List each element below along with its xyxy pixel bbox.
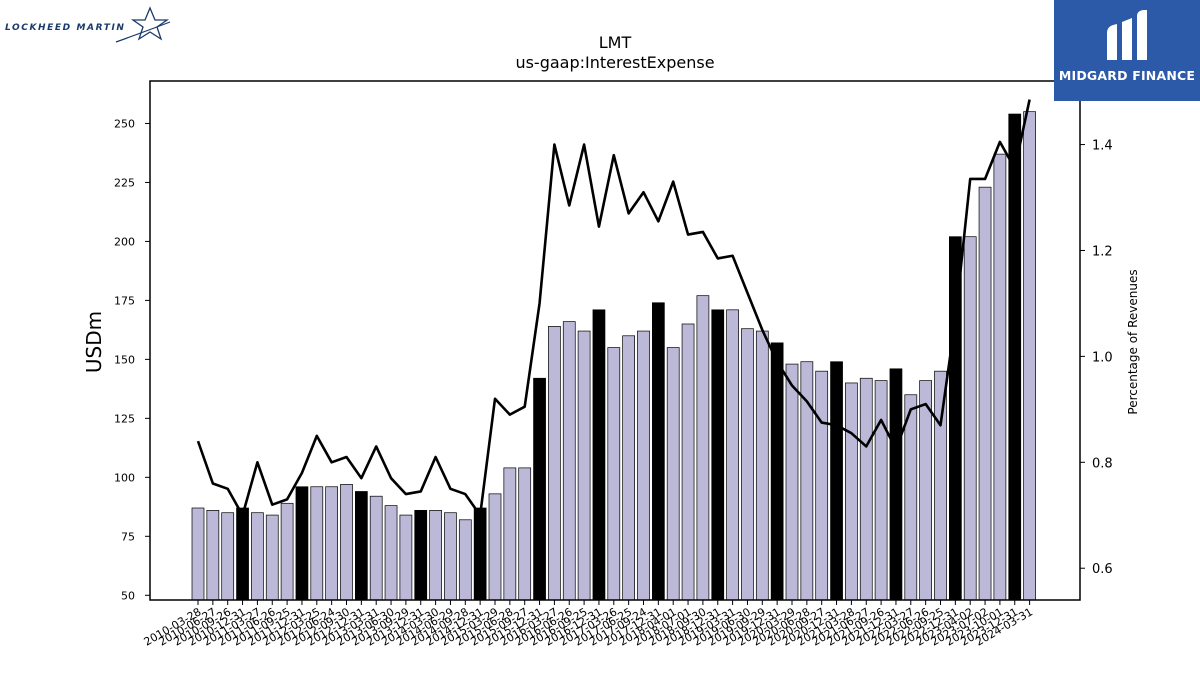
bar-2022-06-26 — [919, 380, 933, 601]
bar-2017-09-24 — [637, 330, 650, 601]
y-tick-label: 150 — [114, 353, 135, 366]
plot-frame — [149, 80, 1081, 601]
bar-2013-03-31 — [369, 495, 383, 601]
bar-2010-12-31 — [236, 507, 249, 601]
bar-2022-03-27 — [904, 394, 918, 601]
y2-axis-label: Percentage of Revenues — [1126, 269, 1140, 414]
y-tick-label: 175 — [114, 294, 135, 307]
right-logo-text: MIDGARD FINANCE — [1058, 68, 1196, 83]
bar-2021-06-27 — [859, 377, 873, 601]
y2-tick-label: 1.4 — [1092, 139, 1113, 154]
bar-2019-12-31 — [770, 342, 784, 601]
bar-2024-03-31 — [1023, 111, 1036, 601]
y-tick-label: 200 — [114, 235, 135, 248]
bars-group — [191, 111, 1036, 601]
y-tick-label: 250 — [114, 117, 135, 130]
bar-2012-06-24 — [325, 486, 338, 601]
bar-2021-09-26 — [874, 380, 888, 601]
bar-2023-04-02 — [963, 236, 977, 601]
bar-2019-03-31 — [726, 309, 739, 601]
bar-2010-09-26 — [221, 512, 235, 601]
line-percentage-of-revenues — [196, 99, 1031, 517]
bar-2014-12-31 — [473, 507, 487, 601]
bar-2012-12-31 — [355, 491, 368, 601]
bar-2012-03-25 — [310, 486, 324, 601]
bar-2018-09-30 — [696, 295, 710, 601]
lockheed-star-icon: LOCKHEED MARTIN — [5, 6, 171, 43]
y-axis-left: 50 75 100 125 150 175 200 225 250 — [114, 117, 150, 602]
midgard-finance-logo: MIDGARD FINANCE — [1054, 0, 1200, 101]
bar-2014-06-29 — [444, 512, 457, 601]
bar-2015-06-28 — [503, 467, 517, 601]
bar-2022-09-25 — [934, 370, 947, 601]
bar-2023-10-01 — [993, 153, 1007, 601]
bar-2017-12-31 — [651, 302, 665, 601]
y-axis-right: 0.6 0.8 1.0 1.2 1.4 — [1080, 139, 1113, 577]
x-axis: 2010-03-282010-06-272010-09-262010-12-31… — [142, 600, 1035, 649]
y-tick-label: 225 — [114, 176, 135, 189]
bar-2011-03-27 — [251, 512, 264, 601]
chart-title: LMT — [599, 33, 632, 52]
bar-2013-06-30 — [384, 505, 398, 601]
bar-2013-09-29 — [399, 514, 413, 601]
line-group — [196, 99, 1031, 517]
y2-tick-label: 0.8 — [1092, 456, 1113, 471]
chart-subtitle: us-gaap:InterestExpense — [515, 53, 714, 72]
y2-tick-label: 0.6 — [1092, 562, 1113, 577]
bar-2016-12-31 — [592, 309, 606, 601]
bar-2020-12-31 — [830, 361, 843, 601]
midgard-emblem-icon — [1107, 10, 1147, 60]
bar-2017-03-26 — [607, 347, 621, 601]
bar-2023-07-02 — [978, 186, 992, 601]
bar-2011-06-26 — [265, 514, 279, 601]
bar-2010-03-28 — [191, 507, 205, 601]
bar-2023-12-31 — [1008, 113, 1022, 601]
lockheed-martin-logo: LOCKHEED MARTIN — [4, 6, 172, 44]
bar-2020-03-29 — [785, 363, 799, 601]
bar-2013-12-31 — [414, 510, 428, 601]
bar-2011-09-25 — [280, 502, 294, 601]
left-logo-text: LOCKHEED MARTIN — [5, 23, 126, 33]
y-tick-label: 125 — [114, 412, 135, 425]
y2-tick-label: 1.2 — [1092, 244, 1113, 259]
bar-2020-09-27 — [815, 370, 829, 601]
bar-2018-07-01 — [681, 323, 695, 601]
bar-2021-03-28 — [845, 382, 858, 601]
bar-2019-09-29 — [755, 330, 769, 601]
y2-tick-label: 1.0 — [1092, 350, 1113, 365]
bar-2017-06-25 — [622, 335, 636, 601]
bar-2016-06-26 — [562, 321, 576, 601]
bar-2018-12-31 — [711, 309, 725, 601]
bar-2015-12-31 — [533, 377, 546, 601]
bar-2019-06-30 — [741, 328, 754, 601]
y-tick-label: 50 — [121, 589, 135, 602]
bar-2016-09-25 — [577, 330, 591, 601]
bar-2014-03-30 — [429, 510, 442, 601]
bar-2015-09-27 — [518, 467, 532, 601]
y-tick-label: 100 — [114, 471, 135, 484]
bar-2010-06-27 — [206, 510, 220, 601]
bar-2011-12-31 — [295, 486, 309, 601]
bar-2016-03-27 — [548, 326, 561, 601]
y-axis-label: USDm — [82, 311, 106, 373]
bar-2021-12-31 — [889, 368, 903, 601]
y-tick-label: 75 — [121, 530, 135, 543]
bar-2018-04-01 — [666, 347, 680, 601]
bar-2014-09-28 — [458, 519, 472, 601]
bar-2012-09-30 — [340, 484, 353, 601]
bar-2015-03-29 — [488, 493, 502, 601]
